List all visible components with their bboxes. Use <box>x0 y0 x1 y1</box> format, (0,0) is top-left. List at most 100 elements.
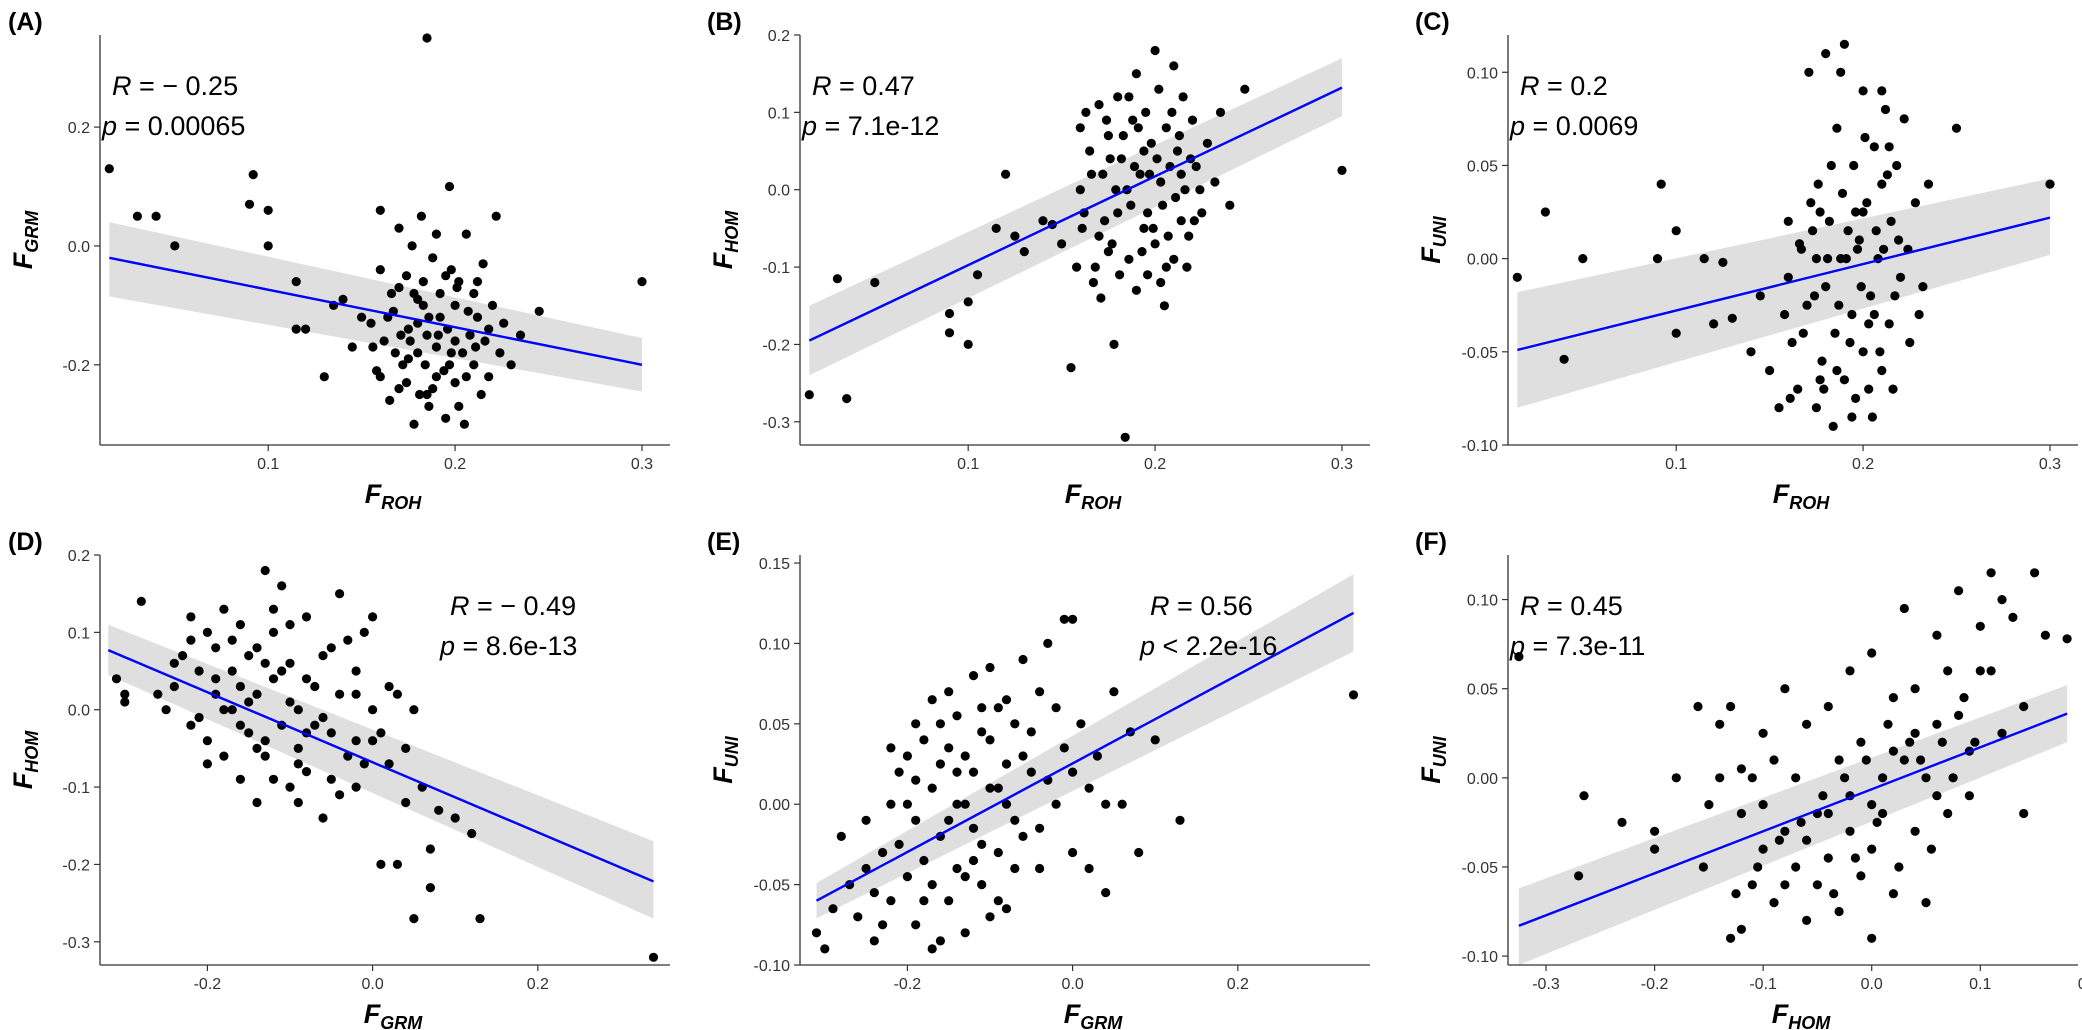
data-point <box>450 300 460 310</box>
data-point <box>1804 67 1814 77</box>
data-point <box>842 394 852 404</box>
y-tick-label: -0.1 <box>762 260 790 277</box>
y-tick-label: 0.05 <box>1467 158 1498 175</box>
y-axis-title-sub: GRM <box>22 210 42 253</box>
panel-letter: (B) <box>707 8 742 36</box>
data-point <box>1075 123 1085 133</box>
y-tick-label: 0.2 <box>768 28 790 45</box>
data-point <box>919 735 929 745</box>
data-point <box>1176 169 1186 179</box>
data-point <box>260 751 270 761</box>
data-point <box>1068 614 1078 624</box>
data-point <box>1026 767 1036 777</box>
data-point <box>1856 282 1866 292</box>
y-axis-title-main: F <box>8 771 38 789</box>
data-point <box>1559 354 1569 364</box>
data-point <box>1841 254 1851 264</box>
data-point <box>1094 100 1104 110</box>
data-point <box>409 419 419 429</box>
data-point <box>1010 719 1020 729</box>
data-point <box>1892 160 1902 171</box>
data-point <box>1135 169 1145 179</box>
x-axis-title: FROH <box>1773 479 1831 513</box>
p-value: < 2.2e-16 <box>1155 631 1277 661</box>
data-point <box>359 627 369 638</box>
data-point <box>463 306 473 316</box>
r-symbol: R <box>450 591 470 621</box>
data-point <box>1101 799 1111 809</box>
data-point <box>425 844 435 854</box>
data-point <box>1736 924 1746 934</box>
data-point <box>235 774 245 784</box>
x-axis-title-sub: ROH <box>1789 493 1830 513</box>
data-point <box>401 797 411 808</box>
r-annotation: R = 0.47 <box>812 71 915 101</box>
data-point <box>170 241 180 251</box>
data-point <box>1811 254 1821 264</box>
data-point <box>1098 169 1108 179</box>
data-point <box>260 736 270 746</box>
data-point <box>1086 169 1097 179</box>
data-point <box>1894 862 1904 872</box>
y-axis-title: FUNI <box>1416 215 1450 263</box>
p-symbol: p <box>1139 631 1155 661</box>
data-point <box>911 920 921 930</box>
data-point <box>379 336 389 346</box>
data-point <box>894 839 904 850</box>
data-point <box>861 815 871 825</box>
data-point <box>804 390 814 400</box>
data-point <box>977 703 987 713</box>
data-point <box>248 170 258 180</box>
data-point <box>484 324 494 334</box>
data-point <box>1824 216 1834 226</box>
data-point <box>1943 666 1953 676</box>
x-axis-title-sub: ROH <box>1081 493 1122 513</box>
r-value: = 0.56 <box>1170 591 1253 621</box>
y-axis-title-main: F <box>708 766 738 784</box>
data-point <box>1169 61 1179 71</box>
data-point <box>484 372 494 382</box>
data-point <box>1076 719 1086 729</box>
data-point <box>1829 889 1839 899</box>
data-point <box>1579 791 1589 801</box>
data-point <box>431 342 441 352</box>
data-point <box>375 205 385 215</box>
data-point <box>977 880 987 890</box>
y-tick-label: -0.10 <box>1462 949 1499 966</box>
r-value: = − 0.49 <box>470 591 577 621</box>
data-point <box>1143 208 1153 218</box>
data-point <box>1802 915 1812 926</box>
data-point <box>1910 684 1920 694</box>
data-point <box>301 767 312 777</box>
x-tick-label: 0.2 <box>1144 456 1166 473</box>
data-point <box>1858 86 1868 96</box>
data-point <box>211 643 221 653</box>
r-value: = 0.47 <box>832 71 915 101</box>
p-annotation: p = 8.6e-13 <box>439 631 577 661</box>
data-point <box>1161 123 1171 133</box>
data-point <box>1802 719 1812 729</box>
data-point <box>301 612 312 622</box>
confidence-band <box>1518 685 2068 965</box>
data-point <box>1858 207 1868 217</box>
data-point <box>1191 161 1201 172</box>
data-point <box>963 297 973 307</box>
p-annotation: p < 2.2e-16 <box>1139 631 1277 661</box>
data-point <box>319 372 329 382</box>
x-tick-label: 0.1 <box>957 456 979 473</box>
data-point <box>446 265 456 275</box>
data-point <box>424 401 434 411</box>
data-point <box>985 783 995 793</box>
data-point <box>104 164 114 174</box>
data-point <box>461 372 471 382</box>
data-point <box>927 695 937 705</box>
data-point <box>1105 154 1115 164</box>
y-tick-label: 0.2 <box>68 120 90 137</box>
points <box>811 614 1359 954</box>
data-point <box>2008 612 2018 623</box>
data-point <box>1780 826 1790 836</box>
data-point <box>1111 185 1121 195</box>
data-point <box>1156 177 1166 187</box>
y-tick-label: 0.10 <box>1467 593 1498 610</box>
data-point <box>472 312 483 322</box>
